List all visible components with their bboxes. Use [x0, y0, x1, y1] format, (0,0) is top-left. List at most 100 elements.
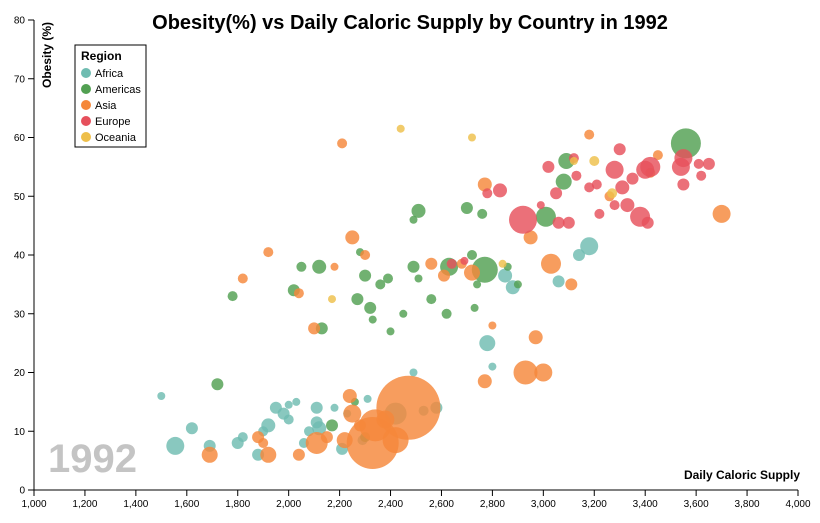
- bubble-africa[interactable]: [283, 414, 294, 425]
- bubble-asia[interactable]: [541, 253, 561, 274]
- bubble-americas[interactable]: [364, 301, 377, 314]
- bubble-africa[interactable]: [498, 268, 513, 283]
- bubble-europe[interactable]: [609, 200, 620, 211]
- bubble-europe[interactable]: [493, 183, 507, 198]
- bubble-americas[interactable]: [227, 291, 238, 302]
- bubble-asia[interactable]: [376, 375, 441, 440]
- bubble-asia[interactable]: [360, 250, 371, 260]
- bubble-americas[interactable]: [477, 208, 488, 219]
- bubble-europe[interactable]: [550, 187, 563, 200]
- bubble-asia[interactable]: [477, 177, 492, 192]
- bubble-asia[interactable]: [652, 150, 663, 161]
- bubble-americas[interactable]: [351, 293, 364, 306]
- bubble-oceania[interactable]: [396, 124, 405, 133]
- bubble-asia[interactable]: [258, 438, 269, 448]
- bubble-europe[interactable]: [605, 160, 624, 179]
- bubble-americas[interactable]: [426, 294, 437, 305]
- bubble-americas[interactable]: [535, 206, 556, 227]
- bubble-europe[interactable]: [552, 216, 565, 229]
- bubble-americas[interactable]: [312, 259, 327, 274]
- bubble-asia[interactable]: [534, 363, 553, 382]
- bubble-americas[interactable]: [211, 378, 224, 391]
- bubble-oceania[interactable]: [498, 259, 507, 268]
- bubble-asia[interactable]: [263, 247, 274, 258]
- bubble-africa[interactable]: [479, 335, 496, 352]
- bubble-europe[interactable]: [509, 205, 537, 234]
- bubble-europe[interactable]: [677, 178, 690, 191]
- bubble-asia[interactable]: [292, 448, 305, 461]
- bubble-asia[interactable]: [342, 389, 357, 403]
- bubble-americas[interactable]: [473, 280, 482, 289]
- bubble-asia[interactable]: [528, 330, 543, 345]
- bubble-europe[interactable]: [702, 157, 715, 170]
- bubble-africa[interactable]: [157, 392, 166, 400]
- bubble-americas[interactable]: [441, 308, 452, 319]
- bubble-americas[interactable]: [296, 261, 307, 272]
- bubble-africa[interactable]: [312, 421, 327, 436]
- bubble-africa[interactable]: [185, 422, 198, 435]
- bubble-europe[interactable]: [620, 198, 635, 213]
- bubble-europe[interactable]: [626, 172, 639, 185]
- bubble-africa[interactable]: [237, 432, 248, 443]
- bubble-americas[interactable]: [368, 315, 377, 324]
- bubble-americas[interactable]: [375, 279, 386, 290]
- bubble-europe[interactable]: [571, 170, 582, 181]
- bubble-europe[interactable]: [542, 160, 555, 173]
- bubble-asia[interactable]: [477, 374, 492, 389]
- bubble-asia[interactable]: [425, 257, 438, 270]
- bubble-europe[interactable]: [446, 258, 457, 269]
- bubble-europe[interactable]: [613, 143, 626, 156]
- bubble-asia[interactable]: [343, 404, 362, 423]
- bubble-oceania[interactable]: [328, 295, 336, 304]
- bubble-americas[interactable]: [513, 280, 522, 289]
- bubble-americas[interactable]: [411, 203, 426, 218]
- bubble-americas[interactable]: [555, 173, 572, 190]
- bubble-europe[interactable]: [674, 149, 693, 168]
- bubble-europe[interactable]: [640, 156, 661, 177]
- bubble-europe[interactable]: [584, 182, 595, 193]
- bubble-europe[interactable]: [594, 208, 605, 219]
- bubble-africa[interactable]: [409, 368, 418, 377]
- bubble-africa[interactable]: [292, 397, 301, 406]
- bubble-americas[interactable]: [467, 250, 477, 260]
- bubble-oceania[interactable]: [468, 133, 476, 142]
- bubble-americas[interactable]: [460, 202, 473, 214]
- bubble-asia[interactable]: [337, 138, 348, 149]
- bubble-asia[interactable]: [345, 230, 360, 245]
- bubble-africa[interactable]: [488, 362, 497, 371]
- bubble-americas[interactable]: [383, 273, 393, 284]
- bubble-asia[interactable]: [438, 269, 450, 282]
- bubble-africa[interactable]: [573, 249, 585, 261]
- bubble-europe[interactable]: [591, 179, 602, 190]
- bubble-europe[interactable]: [641, 216, 654, 229]
- bubble-asia[interactable]: [584, 129, 595, 140]
- bubble-africa[interactable]: [580, 237, 599, 256]
- bubble-asia[interactable]: [565, 278, 578, 291]
- bubble-asia[interactable]: [464, 264, 480, 281]
- bubble-asia[interactable]: [293, 288, 304, 299]
- bubble-africa[interactable]: [363, 394, 372, 403]
- bubble-oceania[interactable]: [589, 156, 600, 166]
- bubble-asia[interactable]: [237, 273, 248, 284]
- bubble-africa[interactable]: [284, 400, 293, 409]
- bubble-africa[interactable]: [310, 401, 323, 414]
- bubble-asia[interactable]: [523, 230, 538, 245]
- bubble-europe[interactable]: [460, 256, 469, 265]
- bubble-asia[interactable]: [330, 262, 339, 271]
- bubble-americas[interactable]: [399, 309, 408, 318]
- bubble-africa[interactable]: [552, 275, 565, 288]
- bubble-oceania[interactable]: [607, 188, 618, 199]
- bubble-asia[interactable]: [513, 360, 538, 385]
- bubble-europe[interactable]: [693, 158, 704, 169]
- bubble-oceania[interactable]: [569, 157, 578, 165]
- bubble-americas[interactable]: [414, 274, 423, 283]
- bubble-americas[interactable]: [409, 215, 418, 224]
- bubble-europe[interactable]: [482, 188, 493, 199]
- bubble-americas[interactable]: [386, 327, 395, 336]
- bubble-africa[interactable]: [261, 418, 276, 433]
- bubble-europe[interactable]: [615, 180, 630, 195]
- bubble-americas[interactable]: [470, 303, 479, 312]
- bubble-asia[interactable]: [712, 204, 731, 223]
- bubble-europe[interactable]: [696, 170, 707, 181]
- bubble-asia[interactable]: [488, 321, 497, 330]
